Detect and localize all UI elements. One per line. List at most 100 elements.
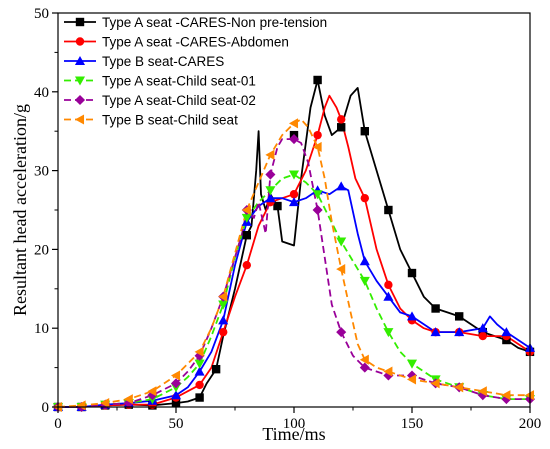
data-point-s1-7 (211, 364, 221, 374)
y-tick-label-4: 40 (34, 85, 49, 101)
series-line-6 (57, 118, 530, 408)
data-point-s6-4 (147, 386, 157, 397)
data-point-s6-14 (383, 366, 393, 377)
data-point-s2-7 (219, 327, 228, 337)
data-point-s6-3 (123, 394, 133, 405)
data-point-s4-6 (194, 359, 205, 369)
x-tick-label-3: 150 (401, 416, 424, 432)
y-axis-title: Resultant head acceleration/g (10, 104, 30, 316)
data-point-s3-17 (454, 327, 465, 337)
data-point-s6-5 (170, 370, 181, 381)
data-point-s4-8 (241, 213, 252, 223)
legend-label-3: Type B seat-CARES (102, 54, 224, 69)
data-point-s3-10 (288, 197, 300, 207)
data-point-s6-6 (194, 346, 204, 357)
data-point-s6-13 (359, 354, 369, 365)
data-point-s6-2 (100, 398, 110, 409)
data-point-s5-10 (288, 134, 300, 145)
data-point-s3-5 (170, 390, 182, 400)
x-tick-label-2: 100 (283, 416, 306, 432)
tick-labels: 0 50 100 150 200 0 10 20 30 40 50 (34, 6, 541, 432)
data-point-s5-13 (359, 362, 370, 373)
x-tick-label-4: 200 (519, 416, 542, 432)
legend-label-6: Type B seat-Child seat (102, 113, 238, 128)
legend-marker-4 (74, 76, 86, 86)
data-point-s6-18 (477, 386, 487, 397)
data-point-s6-9 (265, 149, 275, 160)
data-point-s2-13 (360, 193, 369, 203)
data-point-s6-10 (288, 118, 299, 129)
data-point-s6-16 (430, 378, 440, 389)
y-tick-label-0: 0 (42, 400, 50, 416)
data-point-s2-11 (313, 130, 322, 140)
data-point-s3-7 (218, 315, 229, 325)
data-point-s3-6 (194, 366, 205, 376)
data-point-s3-13 (359, 256, 370, 266)
data-point-s4-15 (406, 359, 418, 369)
data-point-s6-12 (336, 264, 346, 275)
legend-marker-3 (74, 55, 86, 66)
data-point-s5-3 (123, 398, 134, 409)
data-point-s3-15 (406, 311, 418, 321)
data-point-s6-8 (241, 204, 251, 216)
data-point-s5-9 (265, 169, 276, 180)
data-point-s1-14 (384, 205, 393, 215)
data-point-s1-12 (337, 123, 346, 132)
data-point-s2-14 (384, 280, 393, 290)
legend-marker-1 (75, 17, 85, 27)
data-point-s6-17 (454, 382, 464, 393)
legend-marker-2 (75, 37, 85, 46)
data-point-s1-8 (242, 231, 251, 240)
legend: Type A seat -CARES-Non pre-tension Type A… (64, 15, 327, 128)
legend-label-1: Type A seat -CARES-Non pre-tension (102, 15, 327, 30)
data-point-s4-9 (265, 186, 276, 196)
data-point-s1-17 (455, 312, 464, 321)
data-point-s4-11 (312, 190, 323, 200)
data-point-s6-11 (312, 141, 322, 152)
data-point-s1-5 (171, 398, 181, 408)
series-line-2 (58, 94, 531, 408)
data-point-s2-12 (337, 115, 346, 124)
data-point-s1-9 (273, 201, 282, 211)
data-point-s6-15 (406, 374, 417, 385)
data-point-s1-11 (313, 75, 322, 85)
data-point-s1-16 (431, 304, 440, 313)
data-point-s1-13 (360, 127, 369, 136)
data-point-s6-1 (76, 400, 86, 411)
data-point-s4-14 (383, 328, 394, 338)
series-line-5 (58, 138, 530, 408)
data-point-s5-15 (406, 370, 418, 381)
data-point-s3-19 (501, 327, 512, 337)
data-point-s2-18 (478, 331, 487, 341)
data-point-s4-13 (359, 276, 370, 286)
y-tick-label-1: 10 (34, 321, 49, 337)
data-point-s3-12 (336, 181, 347, 191)
x-axis-title: Time/ms (262, 424, 325, 444)
data-point-s2-6 (195, 380, 204, 390)
data-point-s4-10 (288, 170, 300, 180)
legend-label-2: Type A seat -CARES-Abdomen (102, 35, 289, 50)
data-point-s1-6 (195, 393, 204, 402)
y-tick-label-5: 50 (34, 6, 49, 22)
x-tick-label-1: 50 (169, 416, 184, 432)
y-tick-label-3: 30 (34, 164, 49, 180)
data-point-s2-8 (242, 260, 251, 270)
legend-marker-6 (74, 114, 85, 125)
legend-marker-5 (74, 94, 86, 106)
data-point-s5-18 (477, 390, 488, 401)
data-point-s4-7 (218, 300, 229, 310)
data-point-s3-14 (383, 291, 394, 301)
data-point-s4-12 (336, 237, 347, 247)
data-point-s6-19 (501, 390, 511, 401)
data-point-s5-12 (336, 327, 347, 338)
data-point-s5-5 (170, 378, 182, 389)
legend-label-5: Type A seat-Child seat-02 (102, 93, 256, 108)
data-point-s3-18 (477, 323, 488, 333)
x-tick-label-0: 0 (54, 416, 62, 432)
data-point-s6-7 (218, 291, 228, 302)
data-point-s2-10 (289, 190, 299, 199)
axis-ticks (52, 12, 531, 413)
legend-label-4: Type A seat-Child seat-01 (102, 74, 256, 89)
